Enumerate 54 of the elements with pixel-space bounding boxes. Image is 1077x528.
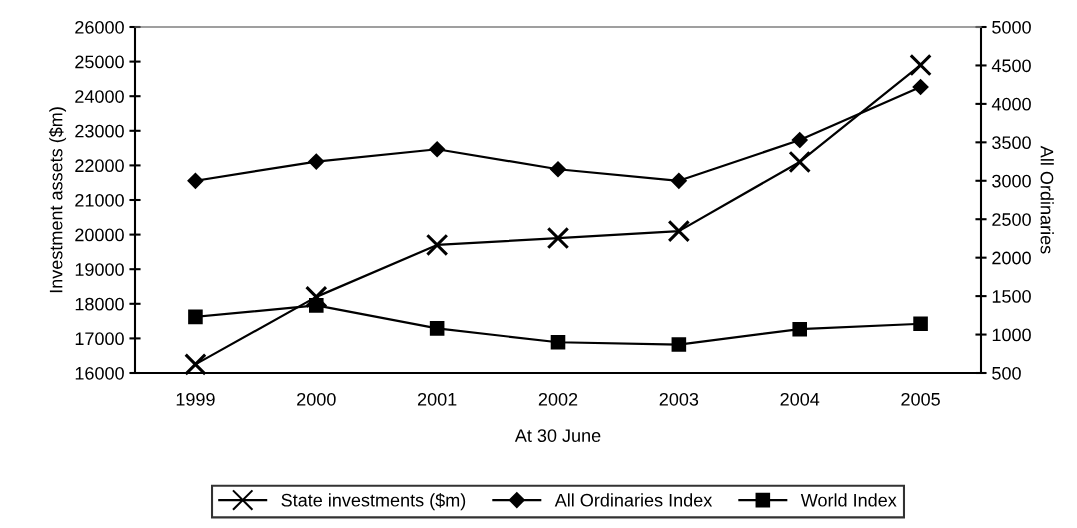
x-axis-title: At 30 June (514, 429, 601, 442)
y2-tick-label: 1000 (992, 328, 1031, 342)
y2-tick-label: 4500 (991, 59, 1031, 73)
y-tick-label: 26000 (75, 20, 124, 34)
point (550, 334, 566, 350)
y-axis-title: Investment assets ($m) (48, 107, 67, 293)
point (791, 132, 808, 148)
legend-label: All Ordinaries Index (554, 493, 713, 507)
point (184, 353, 207, 376)
x-tick-label: 1999 (176, 392, 215, 406)
point (667, 219, 691, 243)
y2-axis-title: All Ordinaries (1040, 145, 1054, 254)
y2-tick-label: 3000 (992, 174, 1031, 188)
y-tick-label: 17000 (75, 332, 124, 346)
legend-label: State investments ($m) (281, 493, 466, 511)
y2-tick-label: 5000 (992, 20, 1031, 34)
y2-tick-label: 1500 (992, 290, 1031, 303)
x-tick-label: 2000 (297, 392, 336, 406)
point (188, 309, 203, 325)
y2-tick-label: 4000 (991, 97, 1031, 111)
x-tick-label: 2003 (659, 392, 699, 406)
point (187, 172, 204, 189)
y-tick-label: 24000 (75, 90, 124, 103)
y-tick-label: 22000 (75, 159, 124, 173)
point (308, 153, 325, 170)
point (550, 161, 566, 178)
point (788, 150, 811, 174)
point (429, 321, 445, 336)
x-tick-label: 2004 (780, 392, 820, 406)
y-tick-label: 19000 (75, 263, 124, 276)
y2-tick-label: 3500 (992, 136, 1031, 150)
legend-label: World Index (800, 493, 897, 507)
y2-tick-label: 2500 (992, 213, 1031, 226)
point (913, 316, 928, 332)
point (792, 321, 807, 337)
x-tick-label: 2002 (538, 392, 578, 406)
point (909, 53, 932, 77)
point (670, 172, 687, 189)
y2-tick-label: 2000 (992, 251, 1031, 265)
x-tick-label: 2001 (417, 392, 457, 406)
point (305, 285, 328, 309)
y-tick-label: 16000 (75, 366, 124, 380)
point (671, 337, 687, 352)
point (546, 226, 570, 250)
point (912, 79, 929, 95)
y-tick-label: 20000 (75, 228, 124, 242)
y2-tick-label: 500 (992, 366, 1021, 380)
y-tick-label: 18000 (75, 297, 124, 311)
y-tick-label: 25000 (75, 55, 124, 69)
y-tick-label: 23000 (75, 124, 124, 138)
point (425, 233, 449, 257)
point (429, 141, 446, 158)
y-tick-label: 21000 (75, 193, 124, 207)
x-tick-label: 2005 (901, 392, 940, 406)
